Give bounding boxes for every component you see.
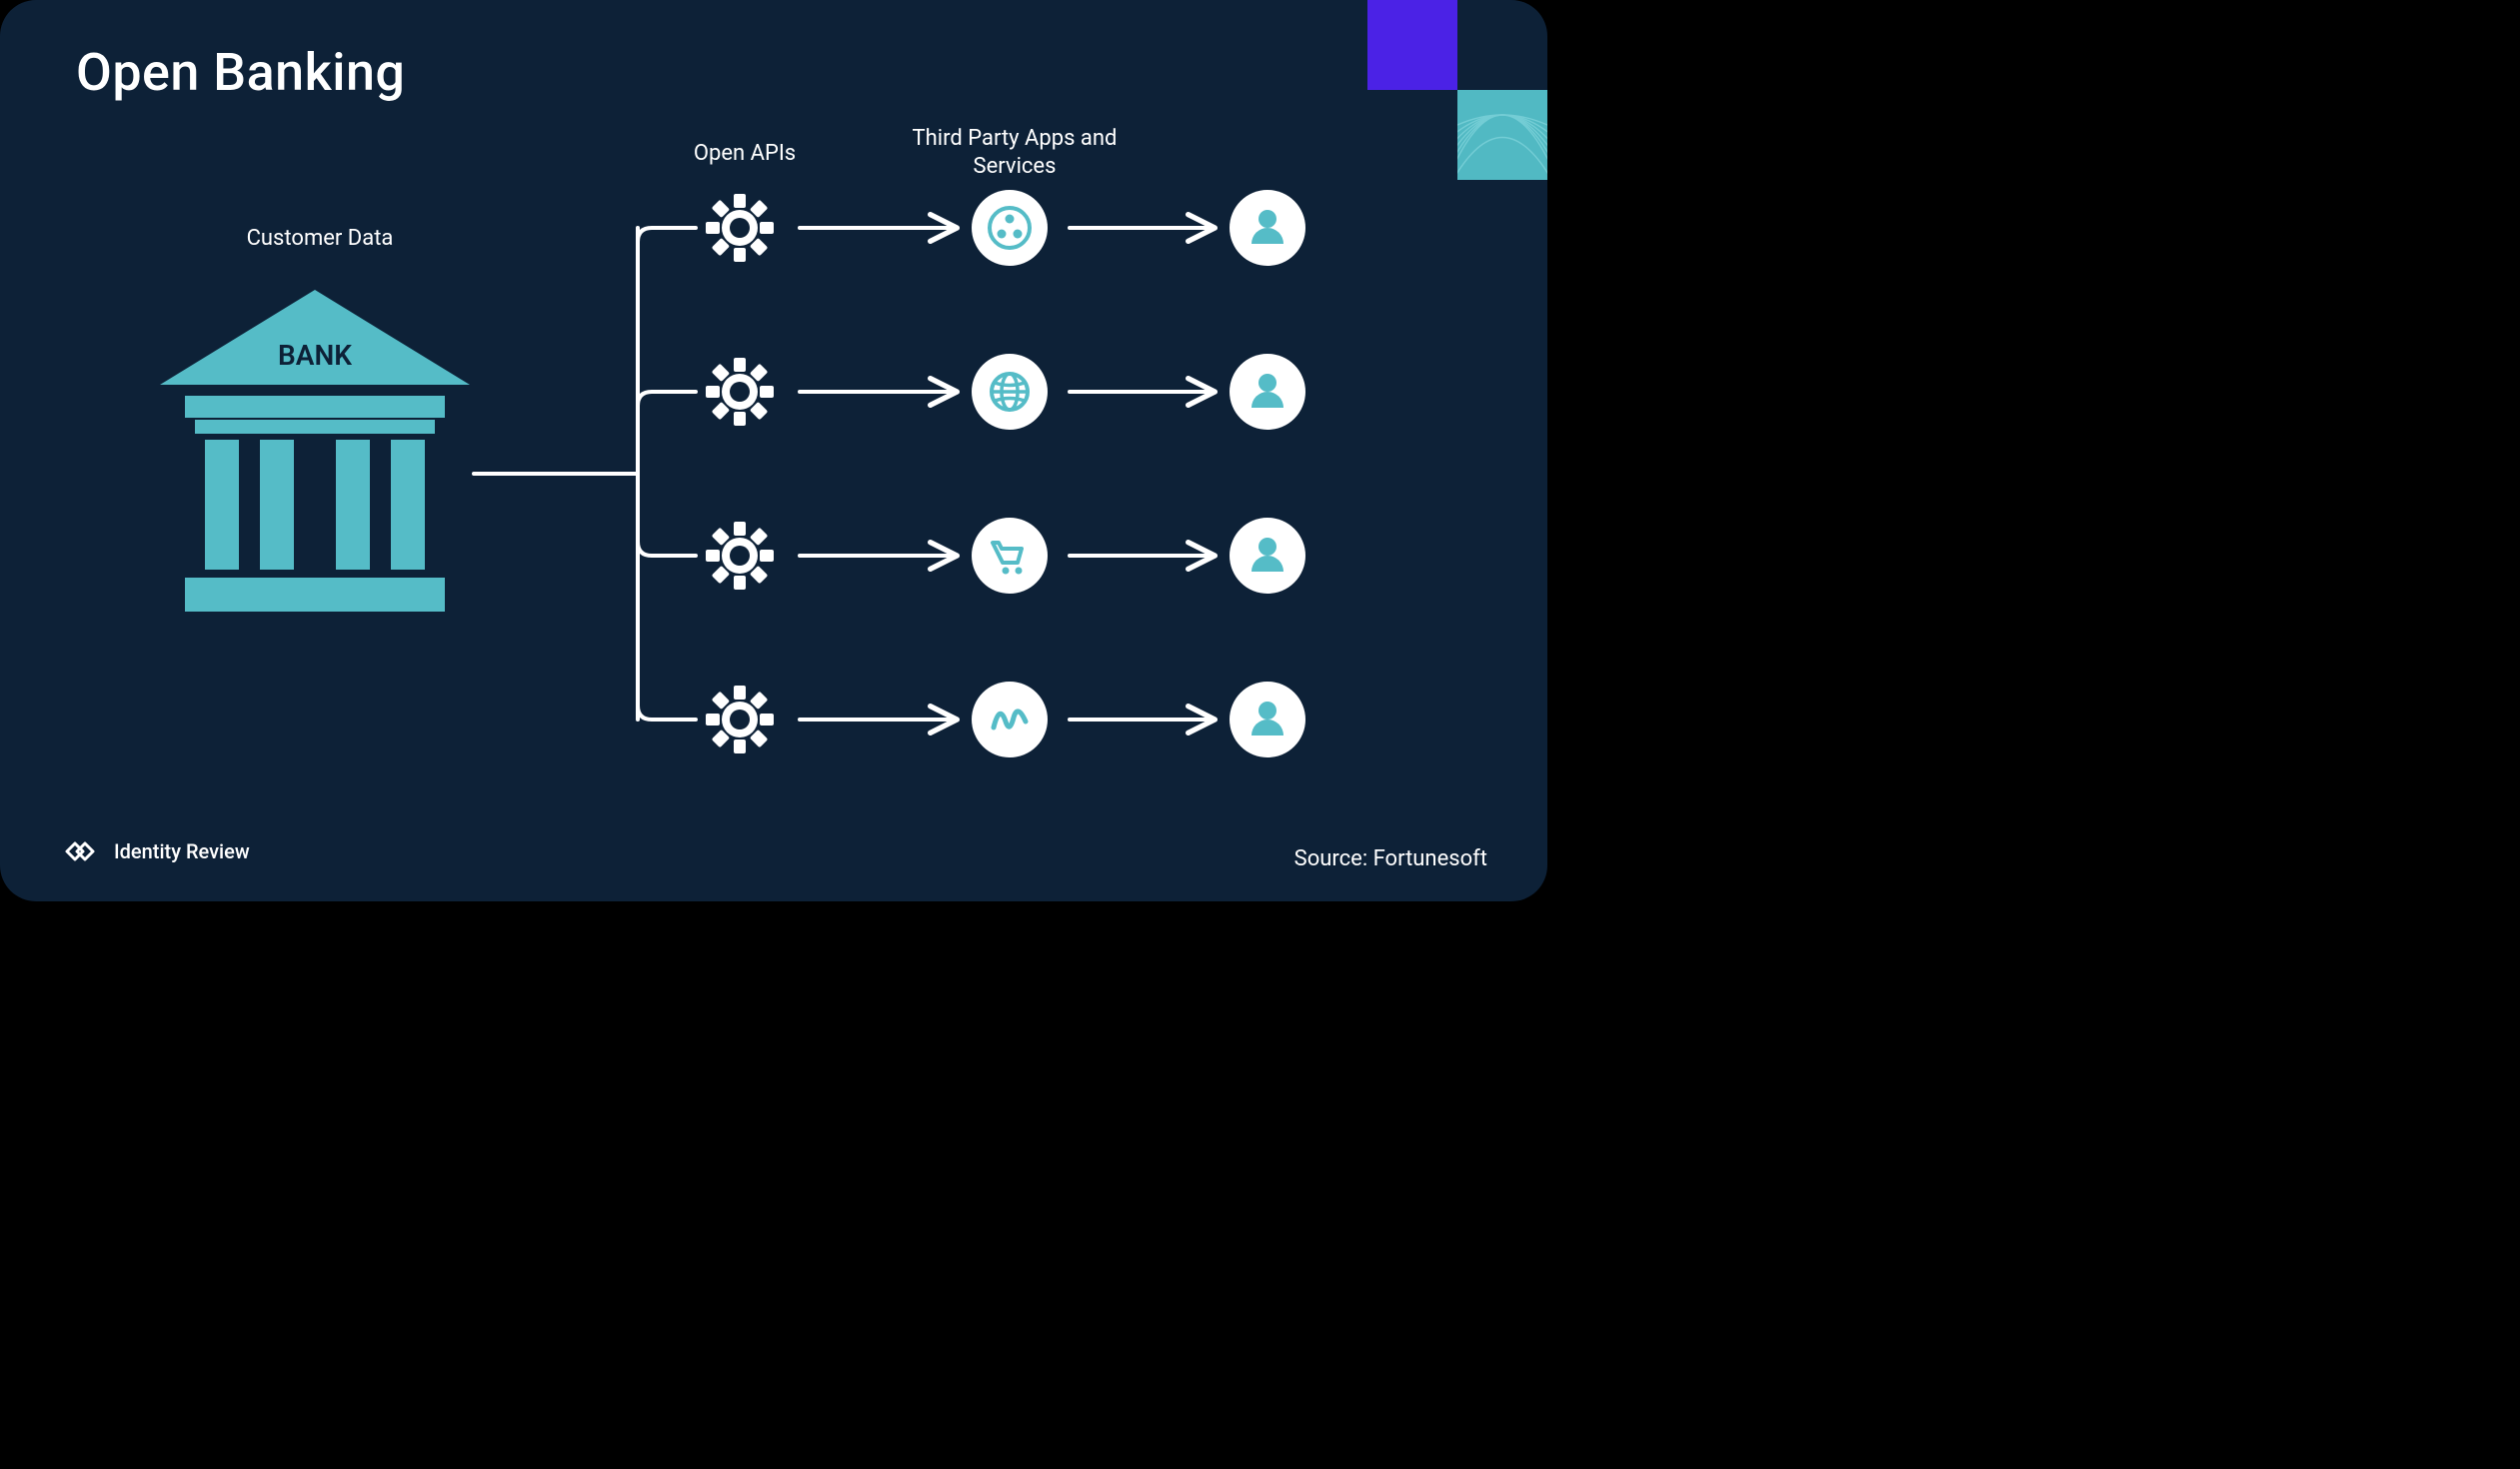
gear-icon [692,344,788,440]
row-2 [638,344,1305,440]
row-1 [638,180,1305,276]
bank-label: BANK [278,339,352,372]
gear-icon [692,672,788,767]
rows [638,180,1305,767]
row-3 [638,508,1305,604]
branch-line [638,542,696,556]
gear-icon [692,180,788,276]
connector-trunk [474,228,638,720]
gear-icon [692,508,788,604]
bank-icon: BANK [160,290,470,612]
footer-brand: Identity Review [60,831,250,871]
footer-brand-text: Identity Review [114,839,250,863]
row-4 [638,672,1305,767]
app-circle [972,518,1048,594]
branch-line [638,228,696,242]
branch-line [638,392,696,406]
diagram-svg: BANK [0,0,1547,901]
diagram-canvas: Open Banking Customer Data Open APIs Thi… [0,0,1547,901]
app-circle [972,682,1048,757]
brand-logo-icon [60,831,100,871]
branch-line [638,706,696,720]
footer-source: Source: Fortunesoft [1294,846,1487,871]
app-circle [972,190,1048,266]
